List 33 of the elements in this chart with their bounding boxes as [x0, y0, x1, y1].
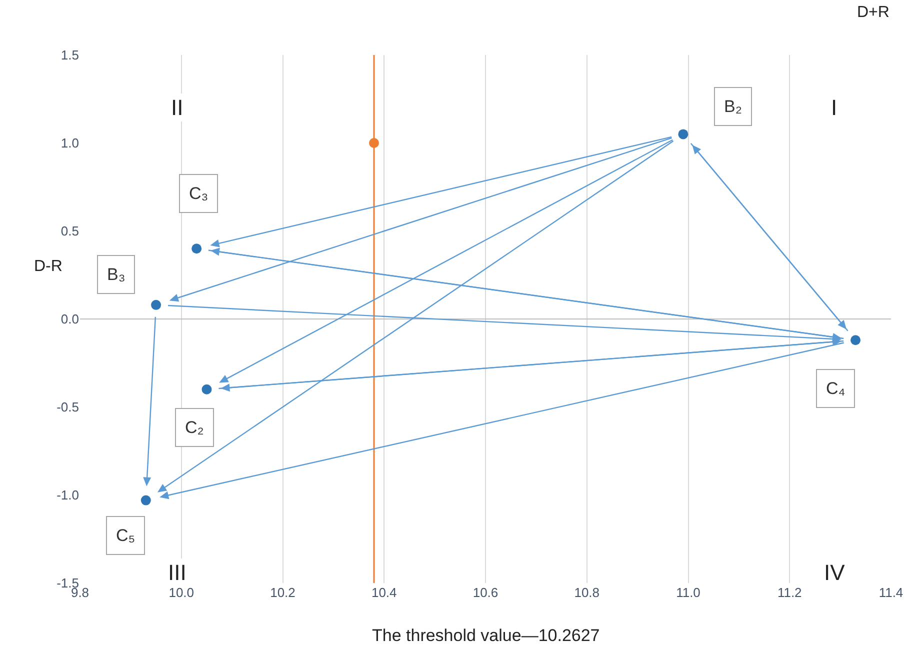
point	[192, 244, 202, 254]
annotation: C₂	[185, 418, 204, 437]
x-tick-label: 10.4	[371, 585, 397, 600]
x-tick-label: 10.2	[270, 585, 296, 600]
x-tick-label: 11.0	[676, 585, 700, 600]
x-axis-title: D+R	[857, 4, 890, 21]
annotation: B₃	[107, 265, 126, 284]
x-tick-label: 11.2	[777, 585, 802, 600]
y-tick-label: 1.5	[60, 48, 79, 63]
text: The threshold value—10.2627	[372, 626, 600, 645]
x-tick-label: 10.8	[574, 585, 600, 600]
y-tick-label: -1.0	[56, 488, 79, 503]
x-tick-label: 10.6	[472, 585, 498, 600]
annotation: III	[168, 560, 186, 585]
point	[140, 495, 151, 506]
annotation: I	[831, 95, 838, 120]
y-tick-label: 0.5	[60, 224, 79, 239]
annotation: C₄	[826, 379, 846, 398]
y-axis-title: D-R	[34, 258, 62, 275]
annotation: C₅	[116, 526, 136, 545]
x-tick-label: 10.0	[168, 585, 194, 600]
y-tick-label: -0.5	[56, 400, 79, 415]
point	[151, 300, 162, 310]
y-tick-label: 1.0	[60, 136, 79, 151]
point	[202, 384, 212, 394]
annotation: B₂	[724, 97, 742, 116]
point	[850, 335, 861, 346]
x-tick-label: 11.4	[878, 585, 904, 600]
y-tick-label: 0.0	[60, 312, 79, 327]
annotation: C₃	[189, 184, 208, 203]
point	[678, 129, 688, 140]
annotation: IV	[824, 560, 846, 585]
annotation: II	[171, 95, 184, 120]
